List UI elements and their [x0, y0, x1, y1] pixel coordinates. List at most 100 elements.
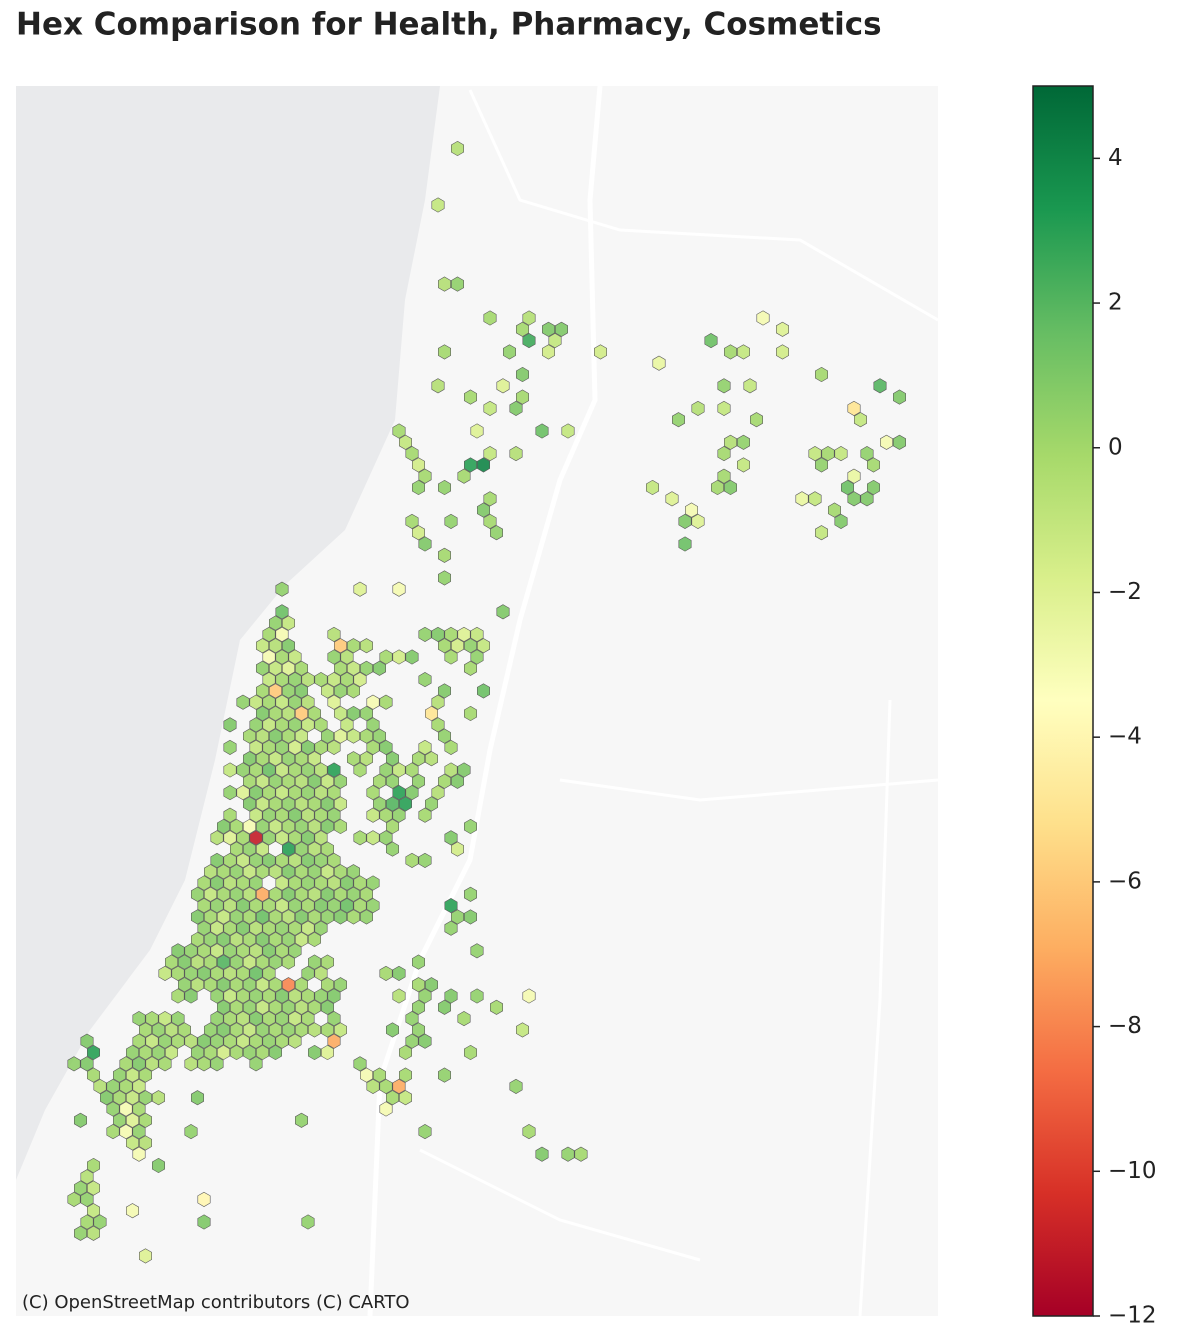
hex-cell — [132, 1146, 146, 1162]
hex-cell — [333, 1022, 348, 1038]
hex-cell — [80, 1169, 94, 1185]
hex-cell — [230, 931, 243, 948]
hex-cell — [288, 694, 302, 710]
hex-cell — [314, 762, 328, 778]
hex-cell — [411, 954, 426, 970]
hex-cell — [294, 977, 309, 993]
hex-cell — [847, 468, 861, 484]
hex-cell — [275, 672, 289, 688]
hex-cell — [359, 728, 374, 744]
hex-cell — [223, 762, 237, 778]
hex-cell — [288, 852, 302, 868]
hex-cell — [255, 999, 270, 1015]
hex-cell — [405, 785, 419, 801]
hex-cell — [314, 920, 328, 936]
hex-cell — [392, 649, 406, 665]
hex-cell — [548, 333, 562, 349]
hex-cell — [327, 1011, 341, 1027]
hex-cell — [152, 1157, 165, 1174]
hex-cell — [301, 965, 315, 981]
hex-cell — [320, 954, 335, 970]
hex-cell — [333, 818, 348, 835]
hex-cell — [210, 920, 224, 936]
hex-cell — [262, 988, 276, 1004]
hex-cell — [320, 728, 335, 744]
hex-cell — [366, 694, 380, 710]
hex-cell — [866, 479, 881, 496]
hex-cell — [275, 626, 289, 642]
hex-cell — [346, 909, 361, 925]
hex-cell — [197, 1056, 211, 1072]
hex-cell — [398, 1067, 413, 1083]
hex-cell — [327, 875, 341, 891]
hex-cell — [476, 683, 491, 699]
hex-cell — [262, 762, 276, 778]
hex-cell — [145, 1011, 159, 1027]
hex-cell — [359, 886, 374, 902]
hex-cell — [522, 333, 536, 349]
hex-cell — [139, 1067, 152, 1083]
hex-cell — [385, 1090, 400, 1106]
hex-cell — [483, 491, 497, 507]
colorbar-tick-label: 4 — [1108, 145, 1123, 171]
hex-cell — [243, 796, 256, 812]
hex-cell — [379, 649, 393, 665]
hex-cell — [301, 694, 315, 710]
hex-cell — [275, 581, 289, 597]
hex-cell — [80, 1191, 94, 1207]
hex-cell — [515, 389, 530, 405]
hex-cell — [340, 672, 354, 688]
hex-cell — [301, 988, 315, 1004]
hex-cell — [314, 875, 328, 891]
hex-cell — [327, 1033, 341, 1049]
hex-cell — [307, 705, 322, 722]
hex-cell — [307, 931, 322, 948]
hex-cell — [236, 965, 250, 981]
hex-cell — [281, 796, 296, 812]
hex-cell — [333, 886, 348, 902]
hex-cell — [379, 694, 393, 710]
hex-cell — [496, 378, 510, 394]
hex-cell — [294, 705, 309, 722]
hex-cell — [281, 773, 296, 789]
hex-cell — [470, 943, 484, 959]
hex-cell — [522, 310, 536, 326]
hex-cell — [197, 1191, 211, 1207]
hex-cell — [268, 728, 283, 744]
hex-cell — [230, 886, 243, 902]
hex-cell — [204, 886, 217, 902]
hex-cell — [418, 1124, 432, 1140]
hex-cell — [314, 965, 328, 981]
hex-cell — [307, 818, 322, 835]
hex-cell — [743, 378, 757, 394]
hex-cell — [411, 1022, 426, 1038]
hex-cell — [307, 999, 322, 1015]
map-road — [468, 89, 939, 322]
hex-cell — [704, 333, 718, 349]
hex-cell — [165, 1044, 178, 1061]
hex-cell — [333, 864, 348, 880]
hex-cell — [268, 818, 283, 835]
hex-cell — [249, 943, 263, 959]
hex-cell — [275, 875, 289, 891]
hex-cell — [217, 999, 230, 1015]
hex-cell — [158, 1033, 172, 1049]
hex-cell — [470, 423, 484, 439]
hex-cell — [255, 796, 270, 812]
hex-cell — [431, 197, 445, 213]
hex-cell — [463, 909, 478, 925]
hex-cell — [197, 898, 211, 914]
hex-cell — [230, 977, 243, 993]
hex-cell — [301, 739, 315, 755]
hex-cell — [385, 796, 400, 812]
hex-cell — [139, 1090, 152, 1106]
hex-cell — [217, 909, 230, 925]
hex-cell — [268, 909, 283, 925]
hex-cell — [230, 1044, 243, 1061]
hex-cell — [392, 423, 406, 439]
hex-cell — [860, 446, 874, 462]
hex-cell — [139, 1135, 152, 1151]
hex-cell — [132, 1078, 146, 1094]
hex-cell — [340, 649, 354, 665]
hex-cell — [275, 649, 289, 665]
